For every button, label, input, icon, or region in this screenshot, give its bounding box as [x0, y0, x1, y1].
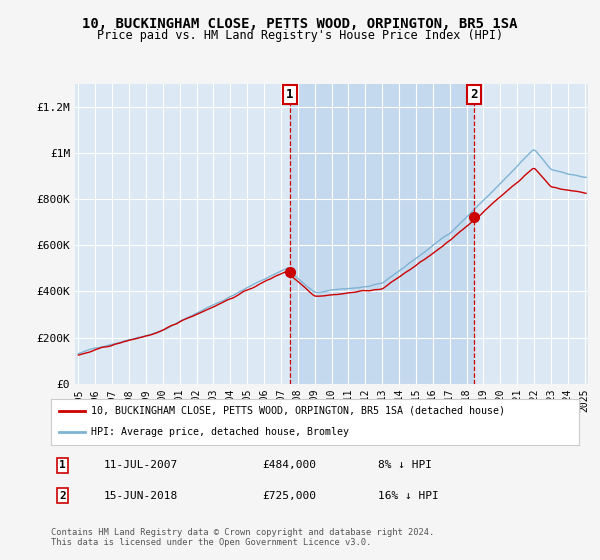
Text: 10, BUCKINGHAM CLOSE, PETTS WOOD, ORPINGTON, BR5 1SA: 10, BUCKINGHAM CLOSE, PETTS WOOD, ORPING…: [82, 17, 518, 31]
Text: 2: 2: [470, 88, 478, 101]
Text: 8% ↓ HPI: 8% ↓ HPI: [379, 460, 433, 470]
Text: 15-JUN-2018: 15-JUN-2018: [104, 491, 178, 501]
Text: £725,000: £725,000: [262, 491, 316, 501]
Text: 10, BUCKINGHAM CLOSE, PETTS WOOD, ORPINGTON, BR5 1SA (detached house): 10, BUCKINGHAM CLOSE, PETTS WOOD, ORPING…: [91, 406, 505, 416]
Text: 16% ↓ HPI: 16% ↓ HPI: [379, 491, 439, 501]
Text: HPI: Average price, detached house, Bromley: HPI: Average price, detached house, Brom…: [91, 427, 349, 437]
Bar: [290, 84, 474, 384]
Text: Contains HM Land Registry data © Crown copyright and database right 2024.
This d: Contains HM Land Registry data © Crown c…: [51, 528, 434, 547]
Text: 11-JUL-2007: 11-JUL-2007: [104, 460, 178, 470]
Text: Price paid vs. HM Land Registry's House Price Index (HPI): Price paid vs. HM Land Registry's House …: [97, 29, 503, 42]
Text: £484,000: £484,000: [262, 460, 316, 470]
Text: 1: 1: [59, 460, 66, 470]
Text: 2: 2: [59, 491, 66, 501]
Text: 1: 1: [286, 88, 294, 101]
